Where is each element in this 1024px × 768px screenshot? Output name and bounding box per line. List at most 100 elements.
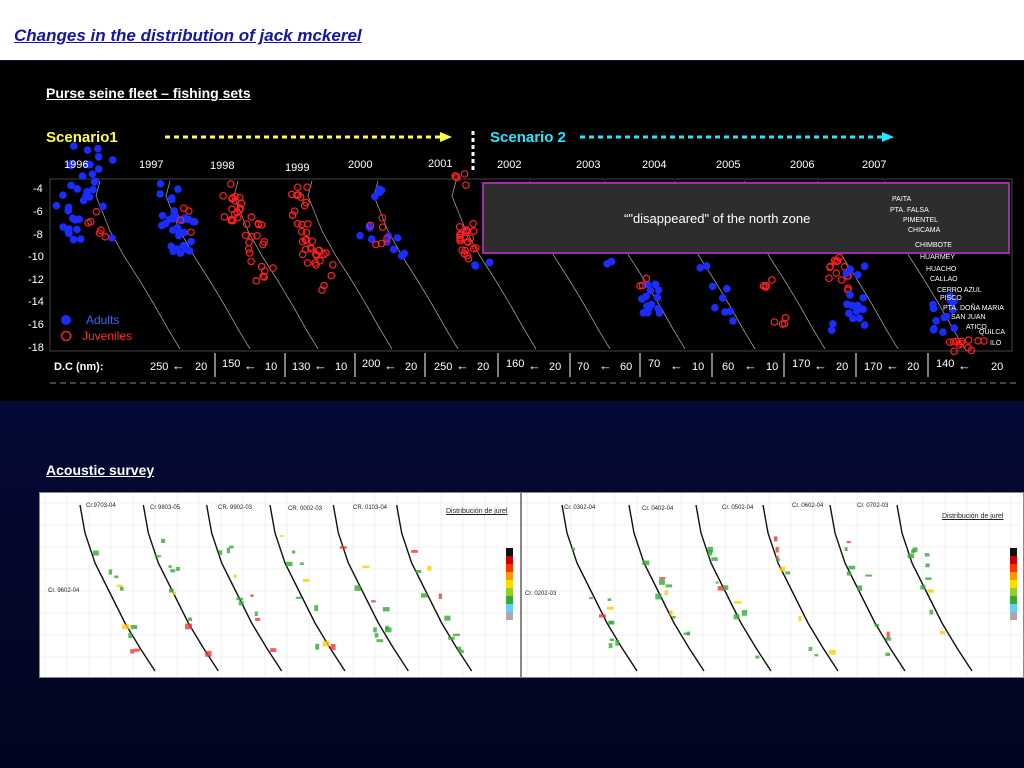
- adult-set: [83, 146, 92, 154]
- survey-patch: [776, 558, 780, 562]
- scale-swatch: [1010, 564, 1017, 572]
- dc-value: 60: [722, 361, 735, 373]
- juvenile-set: [247, 257, 255, 266]
- juvenile-set: [826, 263, 834, 271]
- town-label: CERRO AZUL: [937, 287, 982, 294]
- juvenile-set: [302, 228, 311, 237]
- dc-value: 70: [648, 358, 661, 370]
- dc-arrow-icon: ←: [814, 358, 827, 373]
- survey-coastline: [332, 504, 409, 672]
- adult-set: [73, 185, 82, 193]
- juvenile-set: [227, 180, 235, 188]
- scale-swatch: [506, 580, 513, 588]
- adult-set: [94, 152, 103, 161]
- survey-patch: [785, 571, 791, 575]
- adult-set: [651, 280, 660, 289]
- juvenile-set: [220, 213, 229, 221]
- survey-patch: [773, 536, 778, 542]
- adult-set: [639, 309, 648, 317]
- juvenile-set: [469, 219, 477, 228]
- dc-value: 20: [907, 361, 920, 373]
- survey-patch: [420, 593, 428, 598]
- year-label: 2007: [862, 159, 887, 171]
- dc-value: 250: [150, 361, 169, 373]
- adult-set: [950, 324, 959, 332]
- y-tick: -8: [33, 229, 43, 241]
- juvenile-set: [453, 173, 461, 182]
- year-label: 2003: [576, 159, 601, 171]
- legend-juveniles: Juveniles: [82, 329, 133, 343]
- annotation-text: “"disappeared" of the north zone: [624, 211, 811, 226]
- adult-set: [94, 165, 103, 173]
- dc-value: 20: [477, 361, 490, 373]
- juvenile-set: [219, 191, 227, 200]
- adult-set: [393, 234, 402, 242]
- survey-patch: [733, 614, 740, 620]
- survey-coastline: [829, 504, 906, 672]
- adult-set: [108, 156, 117, 164]
- survey-patch: [659, 579, 665, 585]
- adult-set: [949, 306, 957, 314]
- cruise-label: Cr. 0402-04: [642, 506, 674, 512]
- adult-set: [643, 302, 651, 311]
- survey-patch: [607, 598, 612, 602]
- juvenile-set: [383, 234, 391, 243]
- annotation-box: “"disappeared" of the north zone: [482, 182, 1010, 254]
- dc-value: 250: [434, 361, 453, 373]
- juvenile-set: [458, 246, 466, 254]
- survey-coastline: [561, 504, 638, 672]
- juvenile-set: [247, 213, 256, 221]
- adult-set: [178, 216, 187, 225]
- dc-value: 10: [692, 361, 705, 373]
- adult-set: [377, 186, 386, 195]
- acoustic-panel-1: Cr.9703-04 Cr 9803-05 CR. 9902-03 CR. 00…: [39, 492, 521, 678]
- scale-swatch: [506, 564, 513, 572]
- acoustic-heading: Acoustic survey: [46, 462, 155, 478]
- survey-patch: [362, 565, 370, 568]
- survey-patch: [609, 638, 615, 642]
- juvenile-set: [974, 337, 982, 345]
- survey-patch: [302, 578, 310, 582]
- juvenile-set: [95, 229, 104, 237]
- adult-set: [59, 223, 67, 231]
- juvenile-set: [322, 249, 330, 257]
- juvenile-set: [328, 260, 337, 269]
- adult-set: [711, 303, 719, 312]
- town-label: CALLAO: [930, 276, 958, 283]
- acoustic-panel-2: Cr. 0302-04 Cr. 0402-04 Cr. 0502-04 Cr. …: [521, 492, 1024, 678]
- survey-patch: [453, 633, 460, 637]
- dc-label: D.C (nm):: [54, 361, 104, 373]
- survey-patch: [814, 654, 819, 657]
- adult-set: [718, 294, 727, 302]
- dc-value: 200: [362, 358, 381, 370]
- survey-patch: [457, 646, 462, 651]
- juvenile-set: [642, 274, 651, 283]
- scale-swatch: [506, 612, 513, 620]
- juvenile-set: [945, 338, 954, 346]
- juvenile-set: [318, 286, 326, 294]
- survey-patch: [354, 585, 361, 591]
- survey-patch: [707, 546, 713, 553]
- survey-patch: [339, 546, 347, 549]
- town-label: PTA. DOÑA MARIA: [943, 305, 1004, 312]
- town-label: HUACHO: [926, 266, 957, 273]
- adult-set: [91, 177, 99, 185]
- juvenile-set: [312, 251, 321, 260]
- survey-patch: [122, 624, 129, 630]
- adult-set: [167, 195, 176, 204]
- scale-swatch: [1010, 548, 1017, 556]
- survey-patch: [279, 534, 284, 537]
- survey-patch: [672, 615, 676, 619]
- y-tick: -10: [28, 251, 44, 263]
- juvenile-set: [767, 276, 776, 284]
- survey-patch: [606, 606, 614, 610]
- scale-swatch: [1010, 572, 1017, 580]
- survey-patch: [130, 625, 138, 630]
- cruise-label: CR. 0002-03: [288, 506, 323, 512]
- year-label: 2002: [497, 159, 522, 171]
- scale-swatch: [506, 604, 513, 612]
- survey-patch: [330, 644, 336, 651]
- juvenile-set: [245, 249, 254, 257]
- juvenile-set: [296, 193, 305, 201]
- dist-title: Distribución de jurel: [446, 508, 508, 515]
